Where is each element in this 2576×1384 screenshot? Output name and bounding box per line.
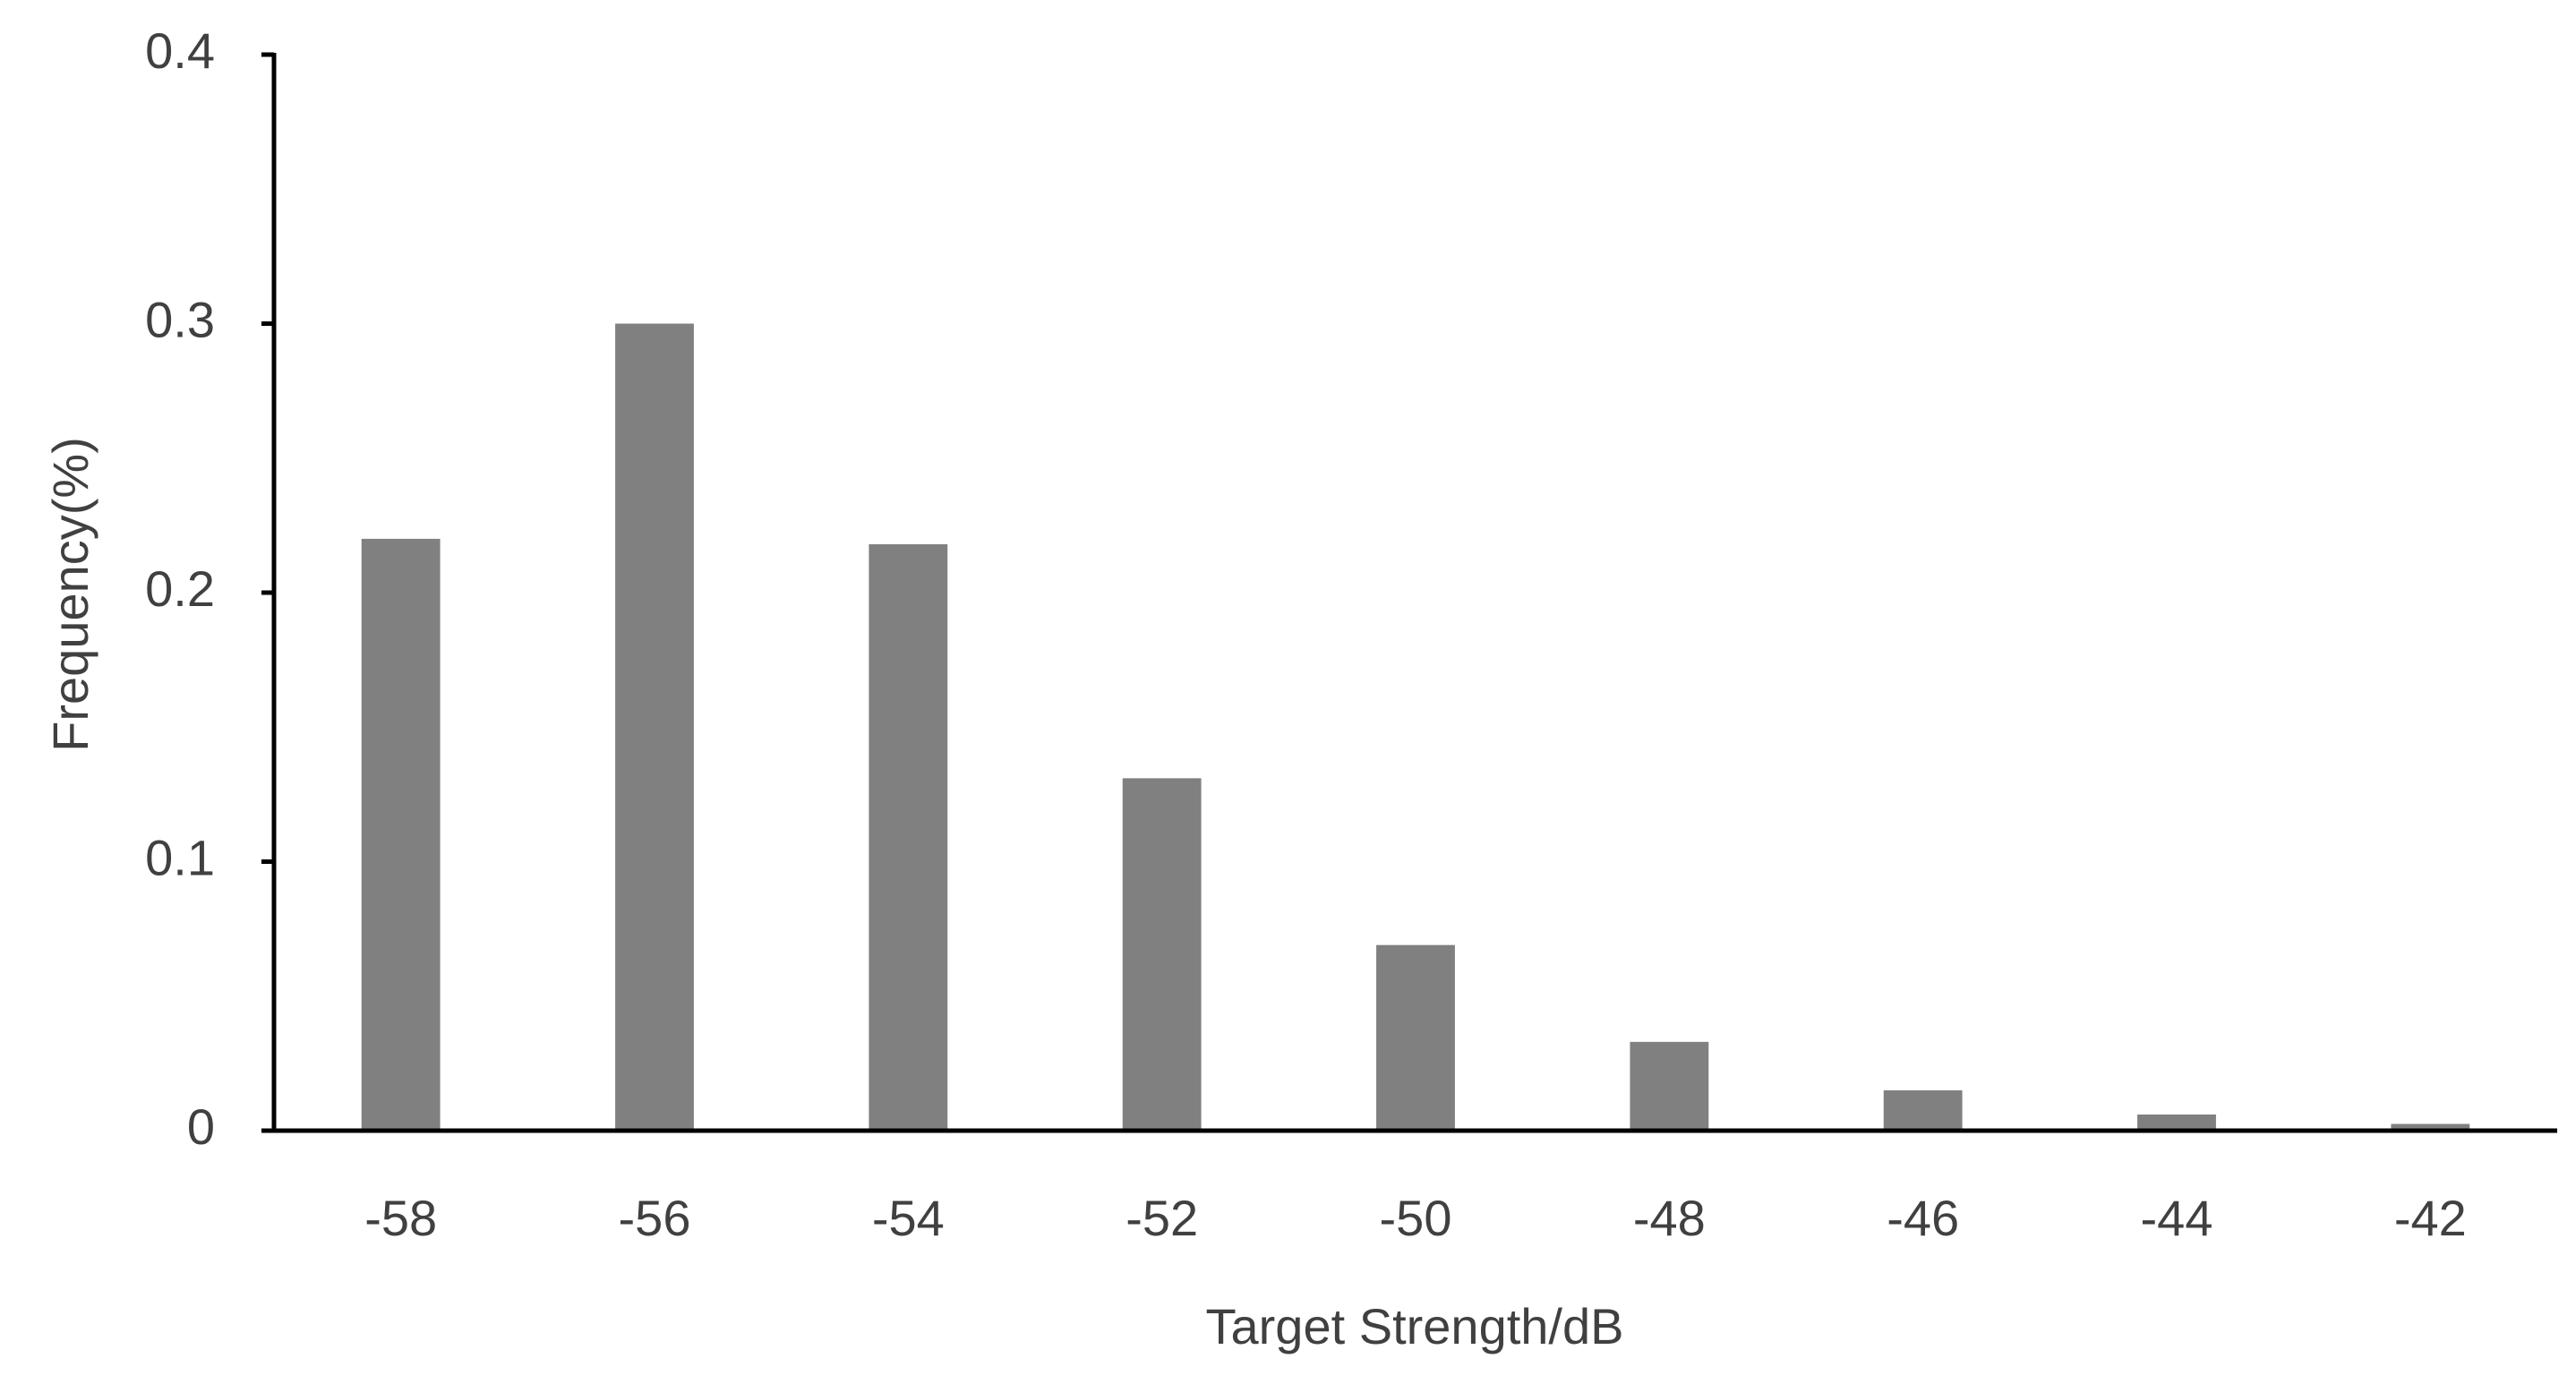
y-axis-title: Frequency(%) (42, 437, 98, 752)
y-tick-label: 0.2 (145, 560, 215, 617)
y-tick-label: 0.3 (145, 291, 215, 347)
x-axis-title: Target Strength/dB (1206, 1298, 1624, 1354)
x-tick-label: -58 (364, 1190, 437, 1246)
x-tick-label: -50 (1380, 1190, 1452, 1246)
bar (615, 323, 694, 1131)
bar (869, 543, 948, 1131)
x-tick-label: -48 (1633, 1190, 1706, 1246)
x-tick-label: -52 (1125, 1190, 1198, 1246)
bar (361, 538, 441, 1131)
bar (1630, 1041, 1709, 1131)
y-tick-label: 0.1 (145, 829, 215, 885)
x-tick-label: -46 (1887, 1190, 1959, 1246)
x-tick-label: -56 (619, 1190, 691, 1246)
bar (2391, 1123, 2470, 1131)
bar (1122, 778, 1202, 1131)
x-tick-label: -42 (2394, 1190, 2467, 1246)
bar (1883, 1089, 1963, 1131)
y-tick-label: 0.4 (145, 22, 215, 79)
y-tick-label: 0 (187, 1098, 215, 1155)
bar (1376, 944, 1455, 1131)
x-tick-label: -54 (872, 1190, 945, 1246)
bar (2137, 1114, 2216, 1131)
x-tick-label: -44 (2141, 1190, 2213, 1246)
